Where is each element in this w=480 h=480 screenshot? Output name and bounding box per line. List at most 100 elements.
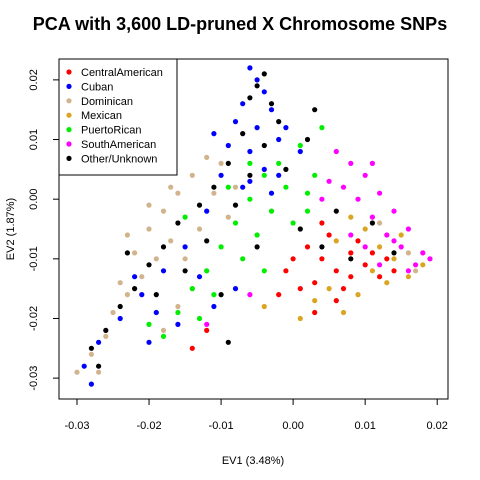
legend-label: Other/Unknown — [81, 153, 157, 165]
point-puertorican-12 — [160, 333, 167, 339]
y-tick-label: 0.01 — [28, 129, 40, 150]
point-dominican-28 — [413, 268, 419, 274]
point-centralamerican-5 — [340, 286, 347, 292]
point-other-unknown-25 — [297, 226, 303, 232]
point-dominican-29 — [146, 202, 152, 208]
point-other-unknown-33 — [124, 250, 130, 256]
point-puertorican-2 — [283, 184, 289, 190]
y-tick-label: 0.00 — [28, 188, 40, 209]
point-southamerican-15 — [391, 238, 397, 244]
point-mexican-7 — [369, 268, 375, 274]
point-cuban-4 — [268, 107, 275, 113]
point-southamerican-16 — [362, 244, 368, 250]
point-southamerican-18 — [427, 256, 433, 262]
point-cuban-0 — [247, 65, 253, 71]
point-southamerican-14 — [405, 268, 411, 274]
point-dominican-6 — [153, 256, 159, 262]
point-other-unknown-15 — [117, 303, 123, 310]
point-dominican-27 — [405, 250, 411, 256]
point-other-unknown-11 — [175, 220, 181, 226]
x-tick-label: -0.01 — [209, 420, 234, 432]
point-southamerican-3 — [391, 208, 397, 214]
point-centralamerican-15 — [290, 256, 296, 262]
point-dominican-3 — [160, 208, 167, 214]
point-southamerican-23 — [204, 321, 210, 327]
legend-marker — [66, 69, 72, 75]
point-cuban-30 — [297, 148, 303, 155]
point-cuban-5 — [232, 119, 239, 125]
x-axis-title: EV1 (3.48%) — [222, 455, 284, 467]
point-puertorican-7 — [218, 244, 224, 250]
point-southamerican-6 — [413, 262, 419, 268]
point-centralamerican-6 — [377, 274, 383, 280]
point-dominican-12 — [96, 369, 102, 375]
legend-box — [58, 58, 178, 176]
point-other-unknown-35 — [333, 208, 339, 214]
point-puertorican-4 — [268, 208, 275, 214]
point-cuban-19 — [117, 315, 123, 322]
point-puertorican-25 — [146, 321, 152, 327]
point-cuban-7 — [276, 136, 282, 143]
point-other-unknown-7 — [225, 160, 231, 166]
point-cuban-10 — [283, 125, 289, 131]
point-other-unknown-29 — [391, 250, 397, 256]
point-centralamerican-10 — [283, 268, 289, 274]
x-tick-label: -0.03 — [64, 420, 89, 432]
point-cuban-6 — [254, 125, 260, 131]
point-southamerican-8 — [384, 232, 390, 238]
point-dominican-19 — [117, 280, 123, 286]
point-southamerican-20 — [348, 232, 354, 238]
point-puertorican-18 — [297, 142, 303, 149]
point-centralamerican-3 — [362, 262, 368, 268]
point-dominican-25 — [232, 184, 239, 190]
point-other-unknown-26 — [319, 244, 325, 250]
point-cuban-13 — [240, 184, 246, 190]
x-tick-label: 0.00 — [282, 420, 303, 432]
point-cuban-14 — [268, 190, 275, 196]
point-dominican-1 — [189, 172, 195, 178]
point-other-unknown-30 — [218, 292, 224, 298]
legend-label: CentralAmerican — [81, 67, 163, 79]
point-puertorican-9 — [204, 268, 210, 274]
point-southamerican-11 — [340, 184, 347, 190]
point-puertorican-13 — [290, 220, 296, 226]
point-dominican-18 — [132, 250, 138, 256]
legend-marker — [66, 155, 72, 161]
point-dominican-8 — [124, 292, 130, 298]
point-centralamerican-9 — [355, 238, 361, 244]
point-centralamerican-2 — [348, 250, 354, 256]
y-tick-label: -0.02 — [28, 306, 40, 331]
point-mexican-10 — [312, 298, 318, 304]
point-other-unknown-20 — [204, 238, 210, 244]
point-centralamerican-13 — [391, 268, 397, 274]
point-dominican-0 — [204, 154, 210, 160]
point-puertorican-17 — [196, 315, 203, 322]
x-tick-label: -0.02 — [137, 420, 162, 432]
point-puertorican-21 — [304, 208, 311, 214]
point-dominican-31 — [168, 184, 174, 190]
point-other-unknown-23 — [304, 136, 311, 143]
point-cuban-18 — [139, 292, 145, 298]
point-cuban-33 — [247, 178, 253, 184]
point-puertorican-15 — [225, 184, 231, 190]
point-centralamerican-0 — [319, 256, 325, 262]
point-puertorican-20 — [319, 125, 325, 131]
point-puertorican-5 — [232, 220, 239, 226]
legend-label: Mexican — [81, 110, 122, 122]
point-dominican-9 — [110, 309, 116, 316]
y-tick-label: -0.03 — [28, 366, 40, 391]
point-centralamerican-19 — [319, 220, 325, 226]
point-centralamerican-17 — [348, 274, 354, 280]
point-dominican-13 — [182, 256, 188, 262]
point-puertorican-6 — [254, 232, 260, 238]
point-other-unknown-34 — [254, 244, 260, 250]
legend-marker — [66, 112, 72, 118]
point-puertorican-24 — [182, 214, 188, 220]
point-other-unknown-4 — [276, 119, 282, 125]
x-tick-label: 0.01 — [354, 420, 375, 432]
legend-marker — [66, 83, 72, 89]
point-southamerican-1 — [362, 172, 368, 178]
point-cuban-12 — [218, 172, 224, 178]
point-southamerican-5 — [420, 250, 426, 256]
